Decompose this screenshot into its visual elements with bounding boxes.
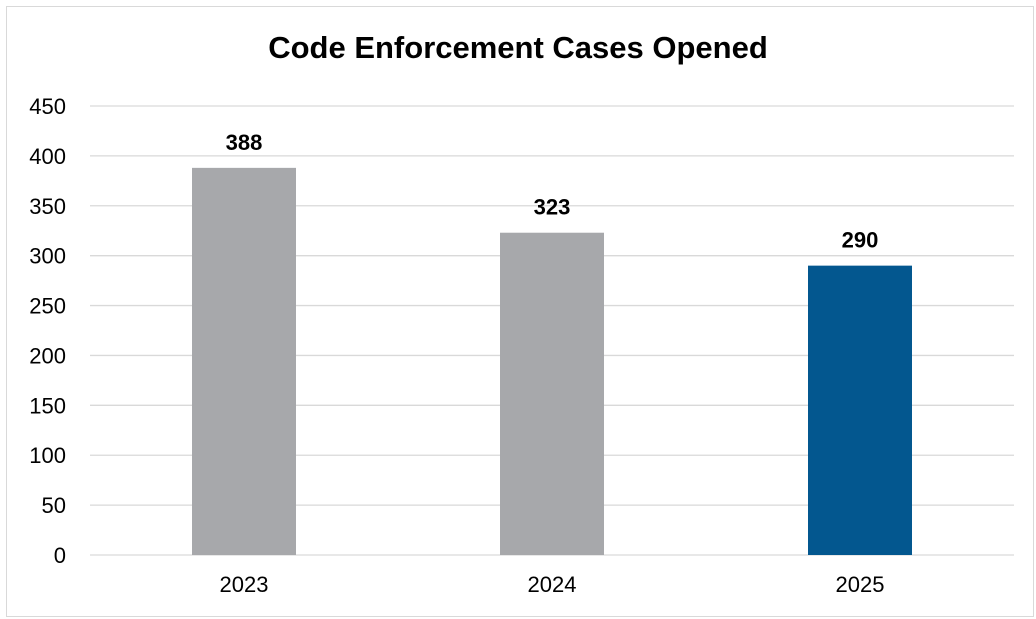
y-tick-label: 0 (54, 543, 66, 568)
x-tick-label: 2023 (220, 572, 269, 597)
y-tick-label: 350 (29, 194, 66, 219)
data-label: 323 (534, 195, 571, 220)
y-tick-label: 50 (42, 493, 66, 518)
bar-2023 (192, 167, 296, 555)
x-tick-label: 2025 (836, 572, 885, 597)
y-tick-label: 200 (29, 343, 66, 368)
x-tick-label: 2024 (528, 572, 577, 597)
y-tick-label: 250 (29, 294, 66, 319)
y-tick-label: 150 (29, 393, 66, 418)
bars (192, 167, 912, 555)
y-tick-label: 300 (29, 244, 66, 269)
bar-2024 (500, 232, 604, 555)
y-tick-label: 400 (29, 144, 66, 169)
y-tick-label: 100 (29, 443, 66, 468)
x-axis-tick-labels: 2023 2024 2025 (220, 572, 885, 597)
bar-2025 (808, 265, 912, 555)
data-labels: 388 323 290 (226, 130, 879, 253)
y-axis-tick-labels: 0 50 100 150 200 250 300 350 400 450 (29, 94, 66, 568)
data-label: 388 (226, 130, 263, 155)
y-tick-label: 450 (29, 94, 66, 119)
chart-title: Code Enforcement Cases Opened (268, 30, 768, 65)
data-label: 290 (842, 228, 879, 253)
